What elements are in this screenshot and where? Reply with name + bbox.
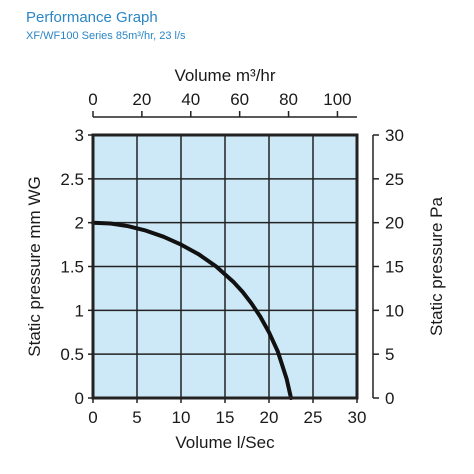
y-tick-label: 1 [75, 301, 84, 320]
y2-tick-label: 25 [385, 170, 404, 189]
chart-title: Performance Graph [26, 9, 158, 26]
plot-frame [91, 133, 359, 400]
y2-tick-label: 10 [385, 301, 404, 320]
x2-tick-label: 100 [323, 90, 351, 109]
x2-tick-label: 80 [279, 90, 298, 109]
x-tick-label: 30 [348, 408, 367, 427]
x2-tick-label: 40 [181, 90, 200, 109]
x-tick-label: 10 [172, 408, 191, 427]
x2-tick-label: 60 [230, 90, 249, 109]
y2-tick-label: 30 [385, 126, 404, 145]
x2-tick-label: 0 [88, 90, 97, 109]
performance-curve [91, 220, 293, 400]
y2-tick-label: 0 [385, 389, 394, 408]
x-tick-label: 20 [260, 408, 279, 427]
x-tick-label: 25 [304, 408, 323, 427]
y2-tick-label: 15 [385, 258, 404, 277]
y2-tick-label: 5 [385, 345, 394, 364]
x-axis-label: Volume l/Sec [175, 433, 275, 452]
y-tick-label: 0 [75, 389, 84, 408]
x-tick-label: 5 [132, 408, 141, 427]
y-tick-label: 0.5 [60, 345, 84, 364]
y-tick-label: 2 [75, 214, 84, 233]
y-tick-label: 2.5 [60, 170, 84, 189]
x2-tick-label: 20 [132, 90, 151, 109]
x-tick-label: 0 [88, 408, 97, 427]
y-axis-label: Static pressure mm WG [25, 176, 44, 356]
x-tick-label: 15 [216, 408, 235, 427]
y-tick-label: 3 [75, 126, 84, 145]
y2-tick-label: 20 [385, 214, 404, 233]
y2-axis-label: Static pressure Pa [427, 197, 446, 336]
x2-axis-label: Volume m³/hr [174, 66, 275, 85]
chart-subtitle: XF/WF100 Series 85m³/hr, 23 l/s [26, 30, 186, 42]
y-tick-label: 1.5 [60, 258, 84, 277]
